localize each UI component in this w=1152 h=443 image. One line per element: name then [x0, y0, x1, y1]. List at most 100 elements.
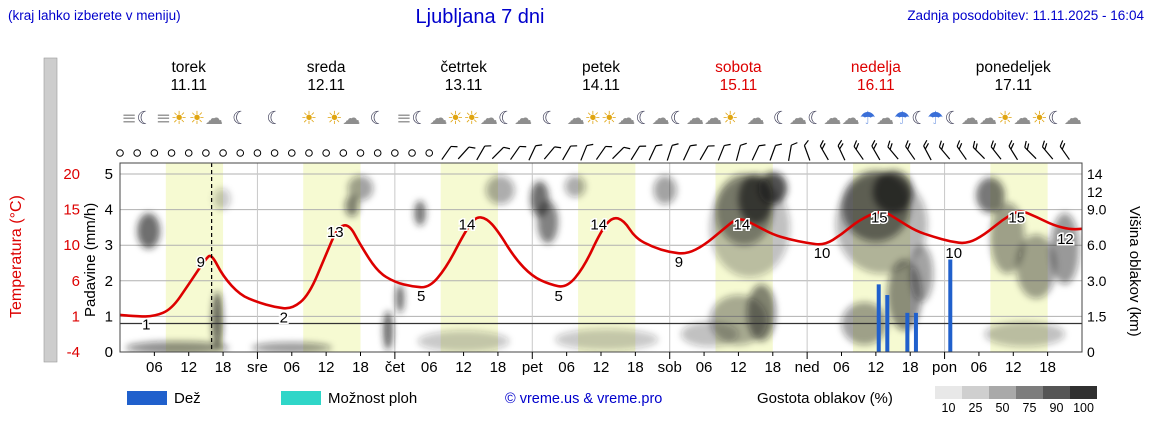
- wind-barb-tick: [639, 145, 647, 147]
- temperature-value-label: 5: [554, 288, 562, 305]
- icon-glyph: ☁: [789, 108, 807, 129]
- x-axis-hour-label: 18: [490, 359, 507, 376]
- wind-barb-tick: [758, 144, 766, 147]
- wind-barb-shaft: [666, 145, 673, 161]
- wind-barb-icon: [580, 143, 594, 161]
- density-scale-value: 75: [1022, 401, 1037, 415]
- rain-bar: [885, 295, 890, 352]
- wind-barb-tick: [554, 146, 562, 149]
- temperature-value-label: 15: [871, 210, 888, 227]
- day-name: petek: [582, 59, 620, 76]
- temperature-axis-tick: 6: [72, 273, 80, 290]
- wind-barb-icon: [666, 143, 679, 161]
- wind-barb-tick: [821, 143, 826, 150]
- wind-barb-tick: [853, 140, 858, 147]
- rain-legend-swatch: [127, 391, 167, 405]
- wind-barb-icon: [853, 140, 864, 160]
- precip-axis-tick: 2: [105, 273, 113, 290]
- cloud-blob: [910, 245, 934, 303]
- wind-barb-icon: [441, 145, 458, 160]
- wind-barb-icon: [562, 145, 578, 161]
- wind-barb-tick: [605, 145, 613, 148]
- cloud-height-axis-tick: 14: [1087, 166, 1103, 182]
- cloudy-night-icon: ☾☁: [498, 108, 532, 129]
- icon-glyph: ☁: [1013, 108, 1031, 129]
- wind-calm-icon: [116, 149, 124, 157]
- wind-barb-tick: [990, 140, 994, 147]
- x-axis-day-label: ned: [795, 359, 820, 376]
- partly-sunny-icon: ☀☁: [601, 108, 635, 129]
- icon-glyph: ☁: [429, 108, 447, 129]
- precip-axis-tick: 0: [105, 344, 113, 361]
- x-axis-hour-label: 12: [318, 359, 335, 376]
- wind-barb-icon: [476, 145, 492, 161]
- temperature-axis-tick: -4: [67, 344, 80, 361]
- wind-barb-icon: [1059, 140, 1070, 160]
- icon-glyph: ☂: [927, 108, 943, 129]
- icon-glyph: ☁: [205, 108, 223, 129]
- wind-barb-shaft: [510, 146, 521, 160]
- temperature-value-label: 2: [280, 309, 288, 326]
- partly-sunny-icon: ☀☁: [464, 108, 498, 129]
- wind-barb-tick: [871, 140, 876, 147]
- x-axis-hour-label: 12: [868, 359, 885, 376]
- wind-calm-icon: [287, 149, 296, 157]
- icon-glyph: ☀: [464, 108, 480, 129]
- temperature-value-label: 10: [945, 245, 962, 262]
- cloudy-night-icon: ☾☁: [1048, 108, 1082, 129]
- icon-glyph: ☁: [567, 108, 585, 129]
- x-axis-hour-label: 12: [593, 359, 610, 376]
- rain-night-icon: ☾☂: [911, 108, 943, 129]
- wind-barb-tick: [503, 146, 511, 150]
- icon-glyph: ☁: [480, 108, 498, 129]
- copyright-link[interactable]: © vreme.us & vreme.pro: [505, 391, 663, 407]
- rain-bar: [876, 284, 881, 352]
- wind-barb-shaft: [887, 146, 899, 160]
- wind-barb-shaft: [787, 145, 792, 161]
- wind-barb-icon: [769, 143, 783, 161]
- wind-barb-icon: [887, 140, 899, 160]
- icon-glyph: ☾: [541, 108, 557, 129]
- wind-barb-shaft: [682, 145, 691, 161]
- wind-barb-shaft: [476, 145, 486, 161]
- cloud-density-legend-label: Gostota oblakov (%): [757, 390, 893, 407]
- wind-barb-shaft: [491, 146, 505, 160]
- wind-barb-tick: [791, 142, 798, 146]
- wind-barb-icon: [819, 140, 829, 161]
- wind-barb-tick: [972, 140, 976, 148]
- cloud-blob: [872, 170, 914, 214]
- icon-glyph: ☀: [1031, 108, 1047, 129]
- cloud-blob: [383, 311, 393, 351]
- day-date: 11.11: [170, 77, 207, 94]
- clear-night-icon: ☾: [370, 108, 386, 129]
- icon-glyph: ☾: [807, 108, 823, 129]
- icon-glyph: ☀: [189, 108, 205, 129]
- icon-glyph: ≡: [122, 108, 137, 129]
- wind-barb-shaft: [441, 146, 452, 160]
- wind-barb-icon: [1008, 140, 1019, 161]
- temperature-value-label: 9: [197, 254, 205, 271]
- precip-axis-tick: 3: [105, 237, 113, 254]
- wind-barb-icon: [923, 139, 932, 161]
- temperature-value-label: 14: [459, 217, 476, 234]
- cloud-blob: [212, 291, 223, 349]
- fog-sun-icon: ≡☀: [156, 108, 187, 129]
- wind-barb-tick: [535, 144, 543, 147]
- wind-barb-icon: [1041, 140, 1054, 160]
- wind-barb-tick: [855, 143, 860, 150]
- icon-glyph: ☀: [301, 108, 317, 129]
- icon-glyph: ☾: [773, 108, 789, 129]
- density-scale-value: 50: [995, 401, 1010, 415]
- wind-calm-icon: [408, 149, 416, 157]
- wind-barb-icon: [905, 140, 916, 160]
- icon-glyph: ☀: [585, 108, 601, 129]
- day-date: 12.11: [307, 77, 345, 94]
- wind-barb-tick: [923, 139, 928, 147]
- wind-barb-tick: [623, 146, 631, 150]
- wind-barb-tick: [889, 143, 893, 150]
- wind-barb-tick: [724, 143, 731, 147]
- icon-glyph: ☾: [635, 108, 651, 129]
- cloudy-night-icon: ☾☁: [635, 108, 669, 129]
- wind-barb-tick: [708, 145, 715, 147]
- x-axis-hour-label: 06: [421, 359, 438, 376]
